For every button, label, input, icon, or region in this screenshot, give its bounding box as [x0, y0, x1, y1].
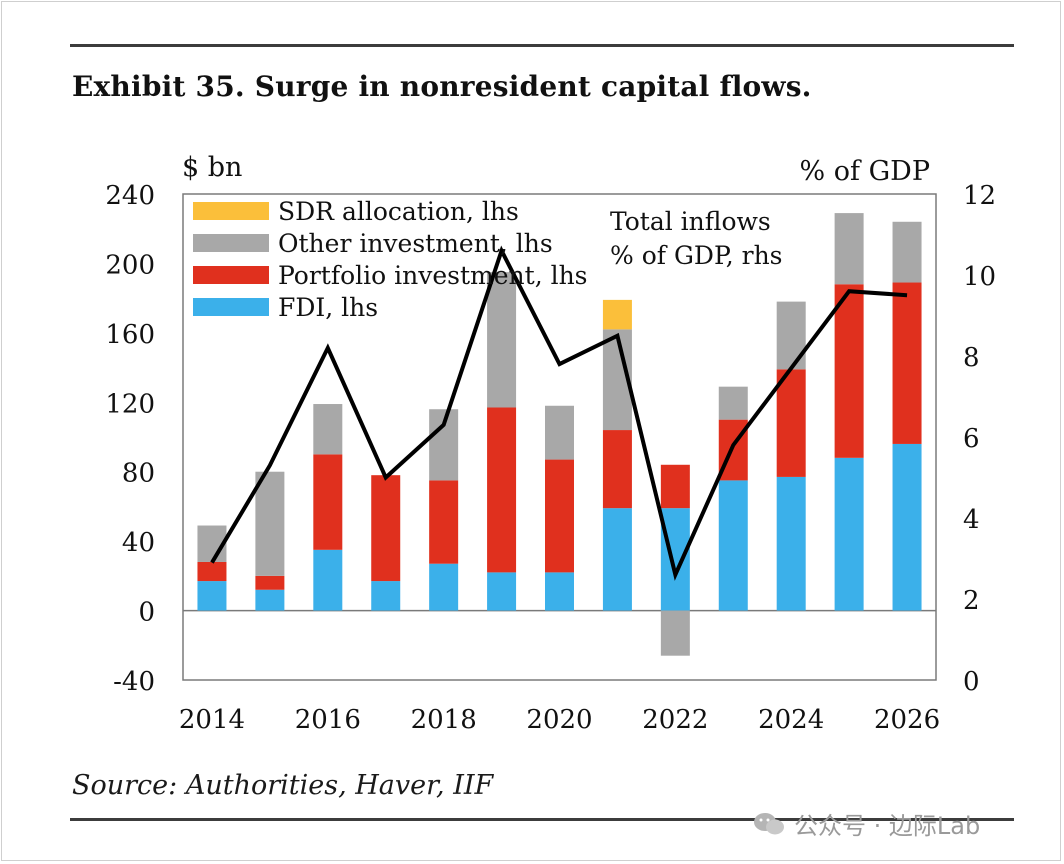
- legend-label-0: SDR allocation, lhs: [278, 197, 519, 226]
- x-tick-label-2018: 2018: [411, 705, 477, 735]
- legend-label-1: Other investment, lhs: [278, 229, 553, 258]
- bar-other-investment-2015: [255, 471, 285, 576]
- bar-other-investment-2023: [718, 386, 748, 420]
- right-tick-label: 10: [963, 262, 996, 292]
- bar-fdi-2015: [255, 589, 285, 611]
- legend-swatch-1: [193, 234, 269, 252]
- bar-fdi-2024: [776, 476, 806, 611]
- bar-other-investment-2016: [313, 404, 343, 455]
- right-tick-label: 12: [963, 181, 996, 211]
- legend-swatch-2: [193, 266, 269, 284]
- bar-other-investment-2022: [660, 610, 690, 656]
- x-tick-label-2016: 2016: [295, 705, 361, 735]
- x-tick-label-2026: 2026: [874, 705, 940, 735]
- bar-portfolio-investment-2021: [602, 430, 632, 509]
- bar-portfolio-investment-2020: [545, 459, 574, 573]
- left-axis-unit: $ bn: [182, 152, 242, 183]
- watermark-text: 公众号 · 边际Lab: [794, 812, 981, 840]
- right-tick-label: 8: [963, 343, 980, 373]
- bar-portfolio-investment-2022: [660, 464, 690, 509]
- bar-fdi-2026: [892, 443, 922, 611]
- bar-sdr-allocation-2021: [602, 299, 632, 330]
- x-tick-label-2020: 2020: [526, 705, 592, 735]
- legend-swatch-0: [193, 202, 269, 220]
- right-tick-label: 0: [963, 667, 980, 697]
- line-label-1: % of GDP, rhs: [610, 241, 783, 270]
- bar-portfolio-investment-2014: [197, 561, 227, 582]
- left-tick-label: 40: [122, 528, 155, 558]
- bar-fdi-2022: [660, 508, 690, 611]
- left-tick-label: -40: [113, 667, 155, 697]
- left-tick-label: 120: [105, 389, 155, 419]
- line-label-0: Total inflows: [610, 207, 771, 236]
- left-tick-label: 80: [122, 459, 155, 489]
- right-tick-label: 6: [963, 424, 980, 454]
- bottom-rule: [70, 818, 1014, 821]
- bar-fdi-2014: [197, 581, 227, 611]
- bar-other-investment-2019: [487, 272, 517, 408]
- plot-area: [182, 193, 937, 681]
- legend-label-2: Portfolio investment, lhs: [278, 261, 588, 290]
- bar-other-investment-2024: [776, 301, 806, 370]
- right-tick-label: 2: [963, 586, 980, 616]
- left-tick-label: 0: [138, 598, 155, 628]
- bar-portfolio-investment-2015: [255, 575, 285, 590]
- bar-portfolio-investment-2026: [892, 282, 922, 444]
- x-tick-label-2014: 2014: [179, 705, 245, 735]
- exhibit-title: Exhibit 35. Surge in nonresident capital…: [72, 70, 812, 103]
- left-tick-label: 200: [105, 250, 155, 280]
- legend-swatch-3: [193, 298, 269, 316]
- bar-other-investment-2025: [834, 213, 864, 285]
- bar-fdi-2020: [545, 572, 574, 611]
- top-rule: [70, 44, 1014, 47]
- bar-fdi-2025: [834, 457, 864, 611]
- bar-fdi-2017: [371, 581, 401, 611]
- bar-fdi-2016: [313, 549, 343, 611]
- legend-label-3: FDI, lhs: [278, 293, 378, 322]
- watermark: 公众号 · 边际Lab: [752, 806, 980, 841]
- bar-fdi-2023: [718, 480, 748, 611]
- bar-portfolio-investment-2016: [313, 454, 343, 550]
- bar-portfolio-investment-2018: [429, 480, 459, 564]
- bar-fdi-2021: [602, 508, 632, 611]
- bar-other-investment-2026: [892, 221, 922, 283]
- bar-portfolio-investment-2019: [487, 407, 517, 573]
- bar-fdi-2018: [429, 563, 459, 611]
- left-tick-label: 240: [105, 181, 155, 211]
- wechat-icon: [752, 811, 786, 837]
- right-axis-unit: % of GDP: [800, 156, 930, 187]
- bar-portfolio-investment-2017: [371, 475, 401, 582]
- bar-portfolio-investment-2025: [834, 284, 864, 458]
- x-tick-label-2024: 2024: [758, 705, 824, 735]
- bar-fdi-2019: [487, 572, 517, 611]
- right-tick-label: 4: [963, 505, 980, 535]
- bar-other-investment-2020: [545, 405, 574, 460]
- bar-portfolio-investment-2024: [776, 369, 806, 477]
- x-tick-label-2022: 2022: [642, 705, 708, 735]
- source-note: Source: Authorities, Haver, IIF: [72, 770, 494, 801]
- left-tick-label: 160: [105, 320, 155, 350]
